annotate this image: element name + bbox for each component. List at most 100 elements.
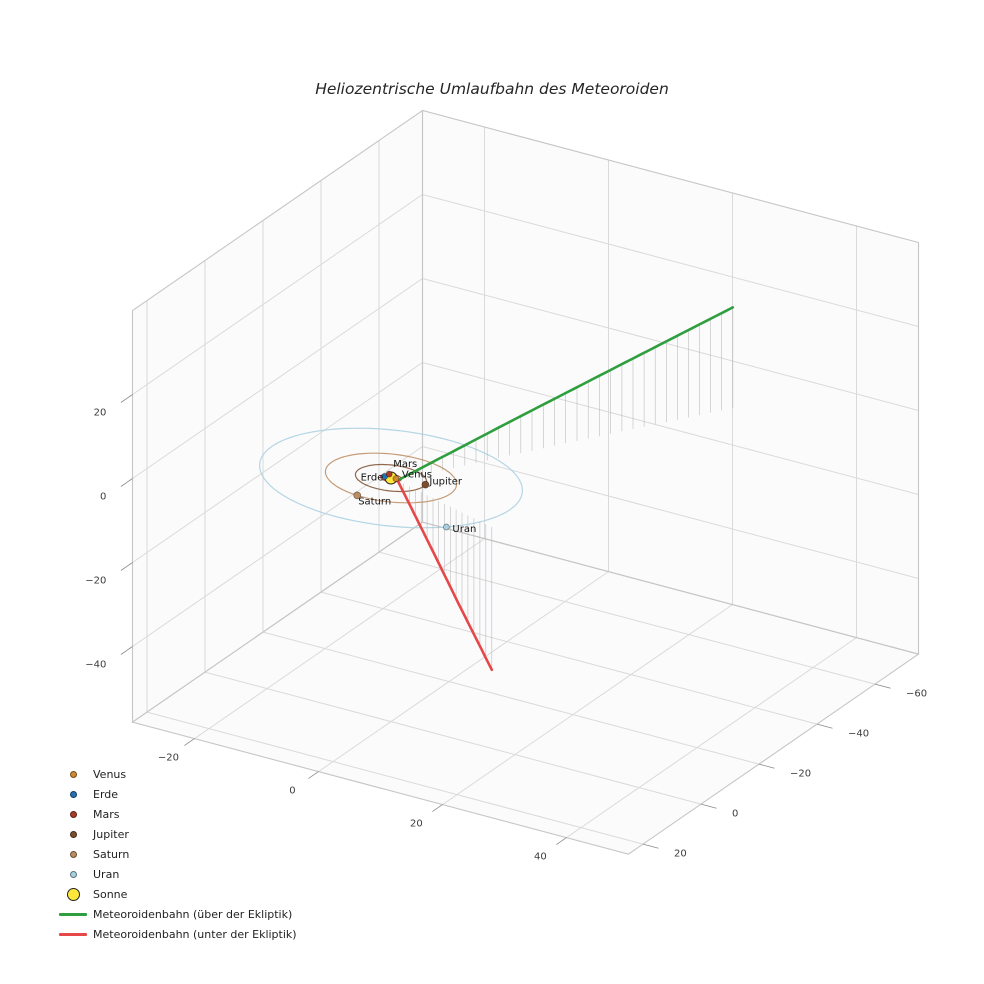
planet-dot-saturn: [353, 491, 362, 500]
legend-label: Meteoroidenbahn (unter der Ekliptik): [93, 927, 297, 941]
planet-label-mars: Mars: [393, 459, 417, 470]
grid-line: [566, 637, 857, 839]
grid-line: [320, 591, 818, 725]
legend-label: Sonne: [93, 887, 128, 901]
tick-mark: [700, 803, 717, 809]
grid-line: [422, 446, 919, 579]
planet-dot-venus: [392, 475, 400, 482]
tick-mark: [308, 771, 319, 779]
planet-dot-uran: [443, 523, 450, 531]
tick-mark: [642, 843, 659, 849]
x-tick-label: −20: [158, 753, 179, 764]
venus-marker-icon: [69, 770, 77, 778]
planet-label-saturn: Saturn: [358, 496, 391, 507]
legend-label: Jupiter: [93, 827, 129, 841]
legend-label: Erde: [93, 787, 119, 801]
grid-line: [422, 362, 919, 495]
erde-marker-icon: [69, 790, 77, 798]
legend-label: Meteoroidenbahn (über der Ekliptik): [93, 907, 293, 921]
y-tick-label: 0: [732, 808, 738, 819]
planet-label-uran: Uran: [452, 524, 476, 535]
legend-marker-meteor-ueber-line-icon: [57, 912, 89, 916]
meteor-ueber-marker-icon: [59, 912, 87, 916]
legend-marker-saturn-dot-icon: [57, 850, 89, 858]
planet-dot-jupiter: [421, 480, 430, 489]
legend-marker-erde-dot-icon: [57, 790, 89, 798]
legend-label: Venus: [93, 767, 127, 781]
tick-mark: [816, 723, 833, 729]
uran-marker-icon: [69, 870, 77, 878]
tick-mark: [120, 478, 133, 487]
legend-item-meteor-ueber: Meteoroidenbahn (über der Ekliptik): [57, 904, 297, 924]
legend-marker-meteor-unter-line-icon: [57, 932, 89, 936]
tick-mark: [758, 763, 775, 769]
planet-labels: Venus Erde Mars Jupiter Saturn Uran: [358, 459, 476, 535]
legend-label: Uran: [93, 867, 120, 881]
grid-line: [146, 711, 644, 845]
orbit-uran: [258, 427, 524, 529]
right-pane: [422, 110, 919, 655]
legend-marker-venus-dot-icon: [57, 770, 89, 778]
legend-marker-mars-dot-icon: [57, 810, 89, 818]
planets: [353, 470, 450, 531]
legend-item-mars: Mars: [57, 804, 297, 824]
legend-item-saturn: Saturn: [57, 844, 297, 864]
legend-marker-uran-dot-icon: [57, 870, 89, 878]
sonne-marker-icon: [66, 887, 80, 901]
orbit-saturn: [324, 452, 458, 504]
legend-item-jupiter: Jupiter: [57, 824, 297, 844]
legend-item-meteor-unter: Meteoroidenbahn (unter der Ekliptik): [57, 924, 297, 944]
x-tick-label: 20: [410, 819, 423, 830]
planet-dot-mars: [385, 470, 393, 478]
tick-mark: [120, 394, 133, 403]
legend: Venus Erde Mars Jupiter Saturn Uran Sonne Meteo…: [57, 764, 297, 944]
z-tick-label: 0: [100, 492, 106, 503]
planet-label-erde: Erde: [361, 473, 384, 484]
tick-mark: [874, 683, 891, 689]
legend-item-venus: Venus: [57, 764, 297, 784]
tick-mark: [432, 804, 443, 812]
grid-line: [378, 551, 876, 685]
jupiter-marker-icon: [69, 830, 77, 838]
tick-labels: −20 0 20 40 20 0 −20 −40 −60 20 0 −20 −40: [85, 394, 927, 863]
grid-line: [262, 631, 760, 765]
z-tick-label: −40: [85, 660, 106, 671]
y-tick-label: 20: [674, 848, 687, 859]
meteoroid-path-above-ecliptic: [396, 306, 735, 482]
legend-item-uran: Uran: [57, 864, 297, 884]
meteoroid-trajectories: [396, 306, 735, 672]
tick-mark: [120, 562, 133, 571]
grid-line: [132, 278, 423, 479]
grid-line: [204, 671, 702, 805]
grid-line: [422, 278, 919, 411]
z-tick-label: 20: [94, 408, 107, 419]
mars-marker-icon: [69, 810, 77, 818]
grid-line: [422, 194, 919, 327]
tick-mark: [120, 646, 133, 655]
x-tick-label: 0: [289, 786, 295, 797]
axis-box-edges: [131, 109, 920, 855]
y-tick-label: −60: [906, 688, 927, 699]
saturn-marker-icon: [69, 850, 77, 858]
grid-line: [132, 194, 423, 395]
planet-label-jupiter: Jupiter: [428, 477, 462, 488]
y-tick-label: −20: [790, 768, 811, 779]
legend-label: Mars: [93, 807, 120, 821]
grid-line: [132, 446, 423, 647]
grid-lines: [132, 127, 919, 845]
meteor-unter-marker-icon: [59, 932, 87, 936]
legend-marker-jupiter-dot-icon: [57, 830, 89, 838]
tick-mark: [184, 738, 195, 746]
z-tick-label: −20: [85, 576, 106, 587]
x-tick-label: 40: [534, 852, 547, 863]
legend-item-erde: Erde: [57, 784, 297, 804]
legend-item-sonne: Sonne: [57, 884, 297, 904]
legend-label: Saturn: [93, 847, 130, 861]
meteoroid-path-below-ecliptic: [396, 479, 494, 672]
ecliptic-stems: [403, 307, 734, 670]
grid-line: [442, 604, 733, 806]
planet-label-venus: Venus: [402, 470, 432, 481]
tick-mark: [556, 837, 567, 845]
